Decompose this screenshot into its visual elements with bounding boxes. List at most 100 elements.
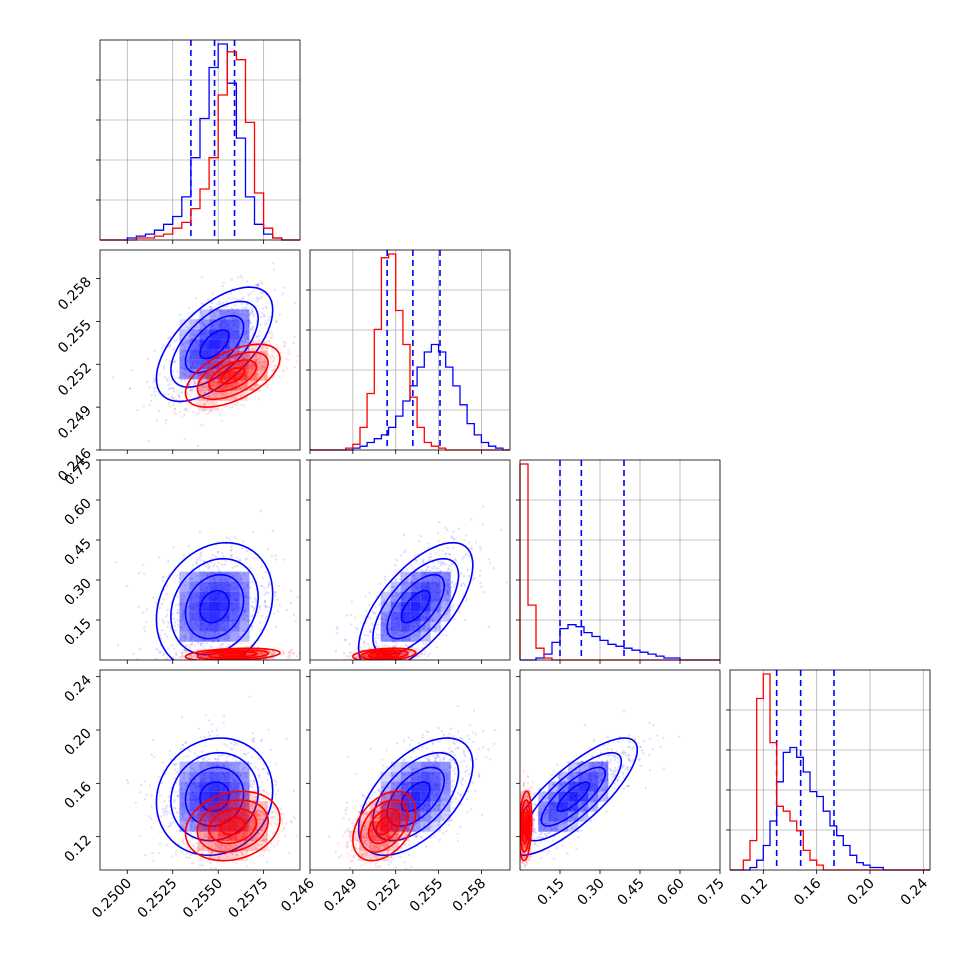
scatter-point [208,564,211,568]
scatter-point [175,653,178,656]
scatter-point [345,614,348,617]
scatter-point [142,404,146,408]
scatter-point [205,642,208,645]
scatter-point [256,297,260,301]
scatter-point [465,534,468,537]
scatter-point [173,360,177,363]
scatter-point [422,561,425,565]
density-cell [440,571,451,582]
scatter-point [173,360,176,364]
scatter-point [189,394,192,398]
scatter-point [169,382,172,386]
scatter-point [190,374,193,377]
scatter-point [186,572,189,575]
scatter-point [239,274,242,277]
density-cell [229,601,240,612]
scatter-point [174,604,178,607]
scatter-point [479,569,482,572]
scatter-point [366,643,370,646]
scatter-point [204,385,207,388]
density-cell [179,319,190,330]
scatter-point [259,653,262,656]
scatter-point [112,376,115,379]
scatter-point [453,583,456,586]
scatter-point [186,392,189,396]
scatter-point [259,280,263,283]
scatter-point [246,620,250,623]
scatter-point [436,531,440,535]
scatter-point [152,596,155,599]
scatter-point [216,407,219,410]
scatter-point [417,650,421,653]
scatter-point [236,402,239,405]
scatter-point [225,305,228,308]
scatter-point [208,395,212,398]
scatter-point [240,547,244,550]
density-cell [209,591,220,602]
scatter-point [208,306,212,309]
scatter-point [154,657,157,660]
scatter-point [162,367,166,370]
scatter-point [130,368,133,372]
scatter-point [249,566,252,570]
scatter-point [257,283,260,286]
scatter-point [184,658,187,660]
scatter-point [209,867,213,870]
density-cell [229,571,240,582]
scatter-point [238,558,241,561]
scatter-point [198,359,202,362]
scatter-point [221,368,224,372]
scatter-point [251,613,255,617]
scatter-point [242,612,245,615]
scatter-point [249,311,252,315]
scatter-point [184,636,187,639]
scatter-point [259,389,262,392]
scatter-point [225,633,228,636]
density-cell [239,621,250,632]
scatter-point [288,651,291,655]
scatter-point [238,381,242,384]
scatter-point [446,546,449,549]
scatter-point [348,651,351,655]
scatter-point [245,314,248,318]
scatter-point [231,307,235,311]
scatter-point [161,347,164,350]
scatter-point [440,564,443,567]
scatter-point [167,795,170,798]
scatter-point [260,357,263,361]
scatter-point [240,342,243,345]
scatter-point [249,328,253,331]
scatter-point [255,305,258,308]
scatter-point [256,383,259,386]
scatter-point [185,325,188,329]
scatter-point [451,606,454,609]
scatter-point [212,312,216,315]
scatter-point [292,789,296,793]
scatter-point [180,415,184,419]
scatter-point [270,336,274,339]
scatter-point [210,410,213,413]
scatter-point [249,357,252,361]
density-cell [189,329,200,340]
scatter-point [190,577,193,580]
scatter-point [205,374,208,377]
scatter-point [180,391,184,394]
scatter-point [426,627,430,630]
scatter-point [240,302,244,305]
density-cell [257,649,268,660]
scatter-point [143,780,146,783]
density-cell [219,349,230,360]
scatter-point [215,749,218,752]
scatter-point [210,557,213,560]
scatter-point [184,584,187,587]
scatter-point [189,389,193,392]
scatter-point [240,642,243,645]
panel-frame [99,39,301,241]
scatter-point [280,356,283,359]
scatter-point [439,562,443,565]
scatter-point [255,357,259,361]
scatter-point [376,623,379,627]
scatter-point [236,556,239,559]
scatter-point [239,577,243,580]
scatter-point [214,758,217,761]
